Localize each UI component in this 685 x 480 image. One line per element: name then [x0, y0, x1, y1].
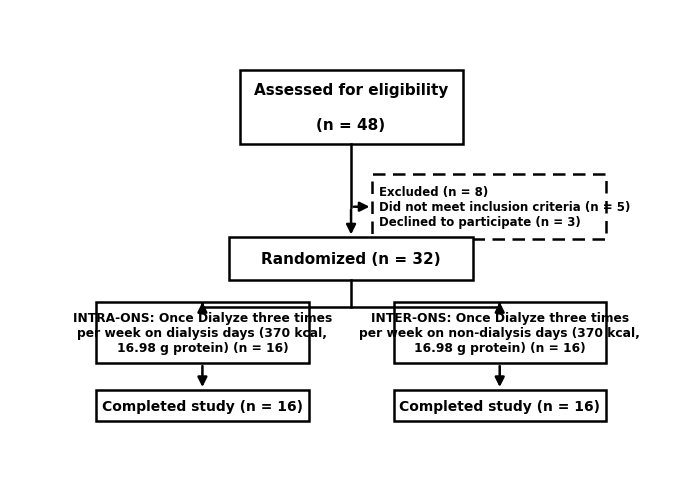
Text: Assessed for eligibility

(n = 48): Assessed for eligibility (n = 48): [254, 83, 448, 132]
FancyBboxPatch shape: [393, 302, 606, 363]
FancyBboxPatch shape: [373, 175, 606, 240]
FancyBboxPatch shape: [96, 302, 308, 363]
Text: Excluded (n = 8)
Did not meet inclusion criteria (n = 5)
Declined to participate: Excluded (n = 8) Did not meet inclusion …: [379, 186, 630, 229]
FancyBboxPatch shape: [393, 390, 606, 421]
Text: Randomized (n = 32): Randomized (n = 32): [261, 252, 441, 266]
FancyBboxPatch shape: [240, 71, 462, 144]
Text: INTRA-ONS: Once Dialyze three times
per week on dialysis days (370 kcal,
16.98 g: INTRA-ONS: Once Dialyze three times per …: [73, 312, 332, 354]
FancyBboxPatch shape: [96, 390, 308, 421]
FancyBboxPatch shape: [229, 238, 473, 280]
Text: Completed study (n = 16): Completed study (n = 16): [102, 399, 303, 413]
Text: Completed study (n = 16): Completed study (n = 16): [399, 399, 600, 413]
Text: INTER-ONS: Once Dialyze three times
per week on non-dialysis days (370 kcal,
16.: INTER-ONS: Once Dialyze three times per …: [359, 312, 640, 354]
